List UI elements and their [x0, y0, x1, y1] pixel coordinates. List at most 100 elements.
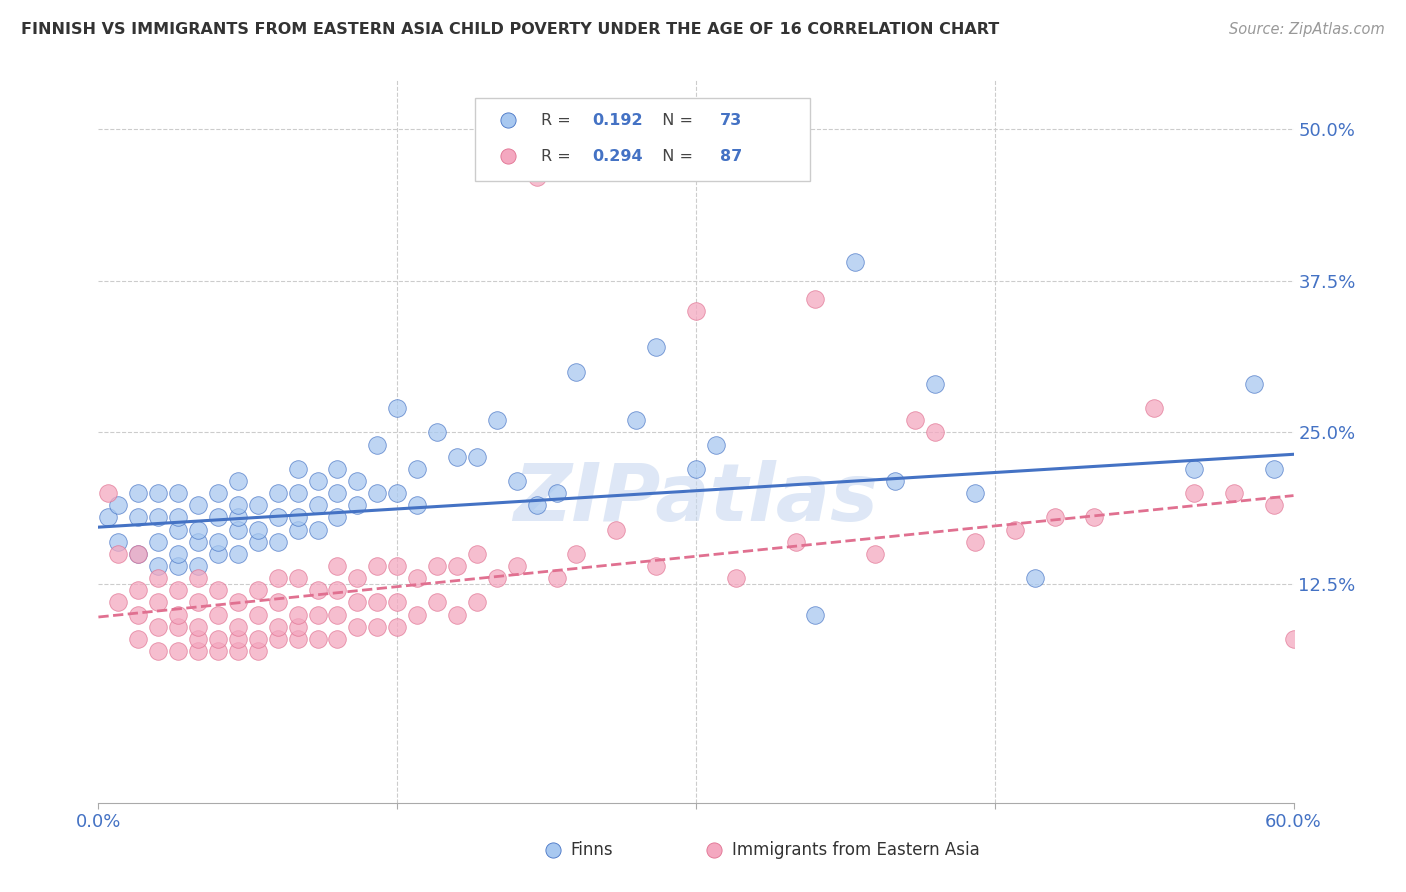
Text: FINNISH VS IMMIGRANTS FROM EASTERN ASIA CHILD POVERTY UNDER THE AGE OF 16 CORREL: FINNISH VS IMMIGRANTS FROM EASTERN ASIA … [21, 22, 1000, 37]
Point [1114, 808, 1136, 822]
Point [187, 498, 209, 512]
Point [226, 547, 249, 561]
Text: Immigrants from Eastern Asia: Immigrants from Eastern Asia [733, 841, 980, 859]
Point [267, 632, 290, 646]
Point [645, 559, 668, 574]
Point [287, 462, 309, 476]
Point [187, 595, 209, 609]
Point [167, 607, 190, 622]
Point [1263, 462, 1285, 476]
Point [884, 474, 907, 488]
Text: N =: N = [652, 112, 697, 128]
Point [326, 510, 349, 524]
Point [485, 413, 508, 427]
Point [207, 583, 229, 598]
Point [546, 571, 568, 585]
Point [207, 644, 229, 658]
Point [167, 644, 190, 658]
Point [287, 620, 309, 634]
Point [148, 595, 170, 609]
Point [307, 607, 329, 622]
Point [565, 365, 588, 379]
Point [167, 547, 190, 561]
Point [226, 620, 249, 634]
Point [426, 595, 449, 609]
Point [226, 595, 249, 609]
Point [307, 498, 329, 512]
Point [385, 486, 409, 500]
Point [226, 510, 249, 524]
Point [385, 559, 409, 574]
Point [446, 607, 468, 622]
Point [406, 462, 429, 476]
Point [267, 534, 290, 549]
Point [97, 510, 120, 524]
Point [385, 401, 409, 416]
Point [267, 595, 290, 609]
Point [246, 583, 269, 598]
Point [865, 547, 887, 561]
Point [1282, 632, 1305, 646]
Point [346, 571, 368, 585]
Point [307, 474, 329, 488]
FancyBboxPatch shape [475, 98, 810, 181]
Point [1182, 462, 1205, 476]
Point [226, 474, 249, 488]
Point [904, 413, 927, 427]
Text: 73: 73 [720, 112, 742, 128]
Text: 0.294: 0.294 [592, 149, 643, 163]
Point [1223, 486, 1246, 500]
Point [465, 450, 488, 464]
Point [366, 559, 388, 574]
Point [187, 632, 209, 646]
Point [226, 523, 249, 537]
Point [326, 462, 349, 476]
Point [307, 632, 329, 646]
Point [804, 607, 827, 622]
Point [246, 632, 269, 646]
Point [546, 486, 568, 500]
Point [326, 486, 349, 500]
Point [465, 547, 488, 561]
Point [506, 559, 529, 574]
Point [148, 534, 170, 549]
Point [326, 632, 349, 646]
Point [267, 620, 290, 634]
Text: R =: R = [541, 149, 575, 163]
Point [346, 474, 368, 488]
Point [406, 498, 429, 512]
Point [526, 498, 548, 512]
Point [1243, 376, 1265, 391]
Point [426, 559, 449, 574]
Text: ZIPatlas: ZIPatlas [513, 460, 879, 539]
Point [107, 534, 129, 549]
Point [346, 595, 368, 609]
Point [167, 583, 190, 598]
Point [326, 559, 349, 574]
Point [844, 255, 866, 269]
Point [924, 376, 946, 391]
Point [246, 644, 269, 658]
Point [127, 583, 149, 598]
Point [724, 571, 747, 585]
Point [804, 292, 827, 306]
Point [287, 632, 309, 646]
Point [685, 304, 707, 318]
Point [287, 571, 309, 585]
Point [465, 595, 488, 609]
Point [148, 559, 170, 574]
Point [963, 486, 986, 500]
Point [207, 547, 229, 561]
Point [346, 498, 368, 512]
Point [207, 607, 229, 622]
Point [287, 486, 309, 500]
Point [226, 644, 249, 658]
Point [565, 547, 588, 561]
Point [226, 498, 249, 512]
Point [426, 425, 449, 440]
Point [207, 534, 229, 549]
Point [127, 632, 149, 646]
Point [148, 571, 170, 585]
Point [326, 583, 349, 598]
Point [246, 534, 269, 549]
